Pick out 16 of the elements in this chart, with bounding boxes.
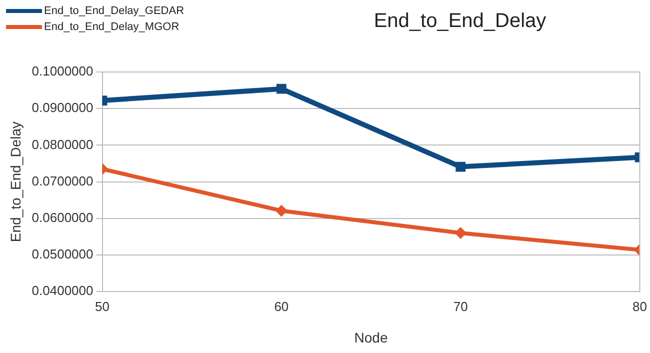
y-tick-label: 0.0800000 [32, 136, 94, 152]
chart-title: End_to_End_Delay [372, 10, 548, 33]
x-tick-label: 50 [95, 298, 110, 314]
y-tick-label: 0.0500000 [32, 246, 94, 262]
y-tick-label: 0.0700000 [32, 173, 94, 188]
legend-label: End_to_End_Delay_MGOR [44, 21, 180, 33]
y-tick-label: 0.0600000 [32, 210, 94, 225]
x-axis-title: Node [354, 329, 388, 346]
y-tick-label: 0.0400000 [32, 283, 94, 298]
legend-label: End_to_End_Delay_GEDAR [44, 5, 184, 17]
x-tick-label: 70 [453, 298, 468, 314]
x-tick-label: 80 [632, 298, 648, 314]
x-tick-label: 60 [274, 298, 289, 314]
y-tick-label: 0.1000000 [32, 64, 94, 79]
y-axis-title: End_to_End_Delay [7, 121, 24, 242]
y-tick-label: 0.0900000 [32, 100, 94, 116]
